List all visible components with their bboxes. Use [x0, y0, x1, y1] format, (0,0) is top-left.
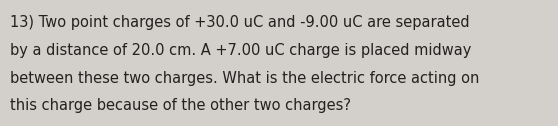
Text: by a distance of 20.0 cm. A +7.00 uC charge is placed midway: by a distance of 20.0 cm. A +7.00 uC cha… — [10, 43, 472, 58]
Text: between these two charges. What is the electric force acting on: between these two charges. What is the e… — [10, 71, 479, 86]
Text: 13) Two point charges of +30.0 uC and -9.00 uC are separated: 13) Two point charges of +30.0 uC and -9… — [10, 15, 470, 30]
Text: this charge because of the other two charges?: this charge because of the other two cha… — [10, 98, 351, 113]
